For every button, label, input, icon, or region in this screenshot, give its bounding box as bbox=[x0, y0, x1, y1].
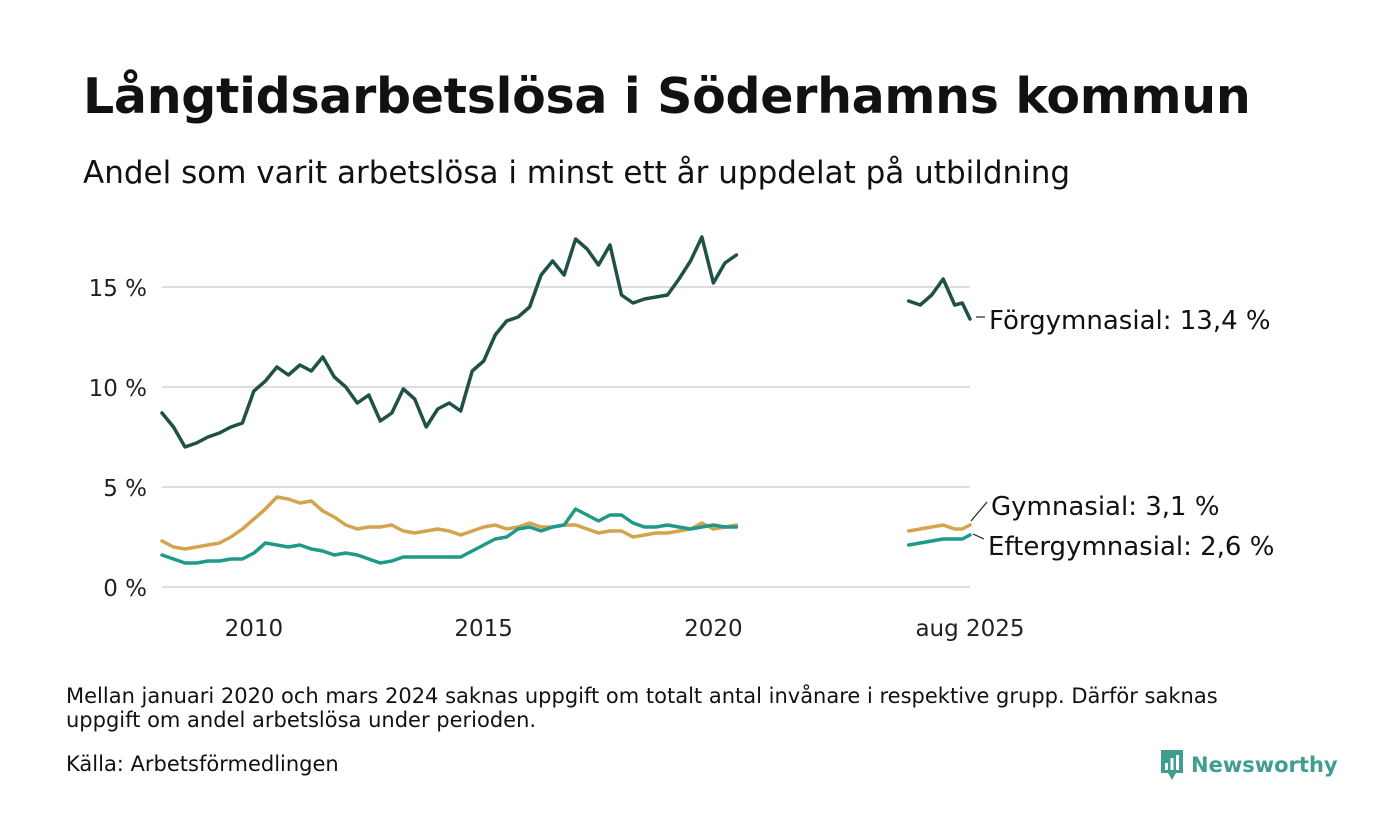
y-axis-ticks: 0 % 5 % 10 % 15 % bbox=[89, 276, 147, 602]
series-line-forgymnasial bbox=[906, 277, 972, 321]
source-note: Källa: Arbetsförmedlingen bbox=[66, 752, 339, 776]
series-line-gymnasial bbox=[906, 523, 972, 533]
x-tick-label: aug 2025 bbox=[915, 616, 1024, 642]
line-chart: 0 % 5 % 10 % 15 % 2010 2015 2020 aug 2025 Förg… bbox=[89, 235, 1274, 642]
end-label-gymnasial: Gymnasial: 3,1 % bbox=[991, 492, 1220, 522]
footnote: Mellan januari 2020 och mars 2024 saknas… bbox=[66, 684, 1218, 732]
brand-name: Newsworthy bbox=[1191, 753, 1338, 777]
x-tick-label: 2020 bbox=[684, 616, 743, 642]
x-tick-label: 2015 bbox=[454, 616, 513, 642]
series-line-eftergymnasial bbox=[906, 533, 972, 547]
chart-subtitle: Andel som varit arbetslösa i minst ett å… bbox=[83, 155, 1071, 191]
gridlines bbox=[162, 286, 970, 588]
newsworthy-logo: Newsworthy bbox=[1159, 748, 1338, 782]
y-tick-label: 5 % bbox=[103, 476, 147, 502]
bar-chart-speech-bubble-icon bbox=[1161, 750, 1183, 780]
series-line-forgymnasial bbox=[160, 235, 739, 449]
y-tick-label: 15 % bbox=[89, 276, 147, 302]
series-end-labels: Förgymnasial: 13,4 % Gymnasial: 3,1 % Efte… bbox=[970, 306, 1274, 562]
series-line-gymnasial bbox=[160, 495, 739, 551]
y-tick-label: 0 % bbox=[103, 576, 147, 602]
label-leader-gymnasial bbox=[970, 501, 988, 522]
end-label-eftergymnasial: Eftergymnasial: 2,6 % bbox=[988, 532, 1274, 562]
chart-title: Långtidsarbetslösa i Söderhamns kommun bbox=[83, 68, 1251, 125]
end-label-forgymnasial: Förgymnasial: 13,4 % bbox=[989, 306, 1271, 336]
series-line-eftergymnasial bbox=[160, 507, 739, 565]
label-leader-eftergymnasial bbox=[972, 533, 985, 540]
x-tick-label: 2010 bbox=[225, 616, 284, 642]
y-tick-label: 10 % bbox=[89, 376, 147, 402]
series-lines bbox=[160, 235, 972, 565]
x-axis-ticks: 2010 2015 2020 aug 2025 bbox=[225, 616, 1025, 642]
